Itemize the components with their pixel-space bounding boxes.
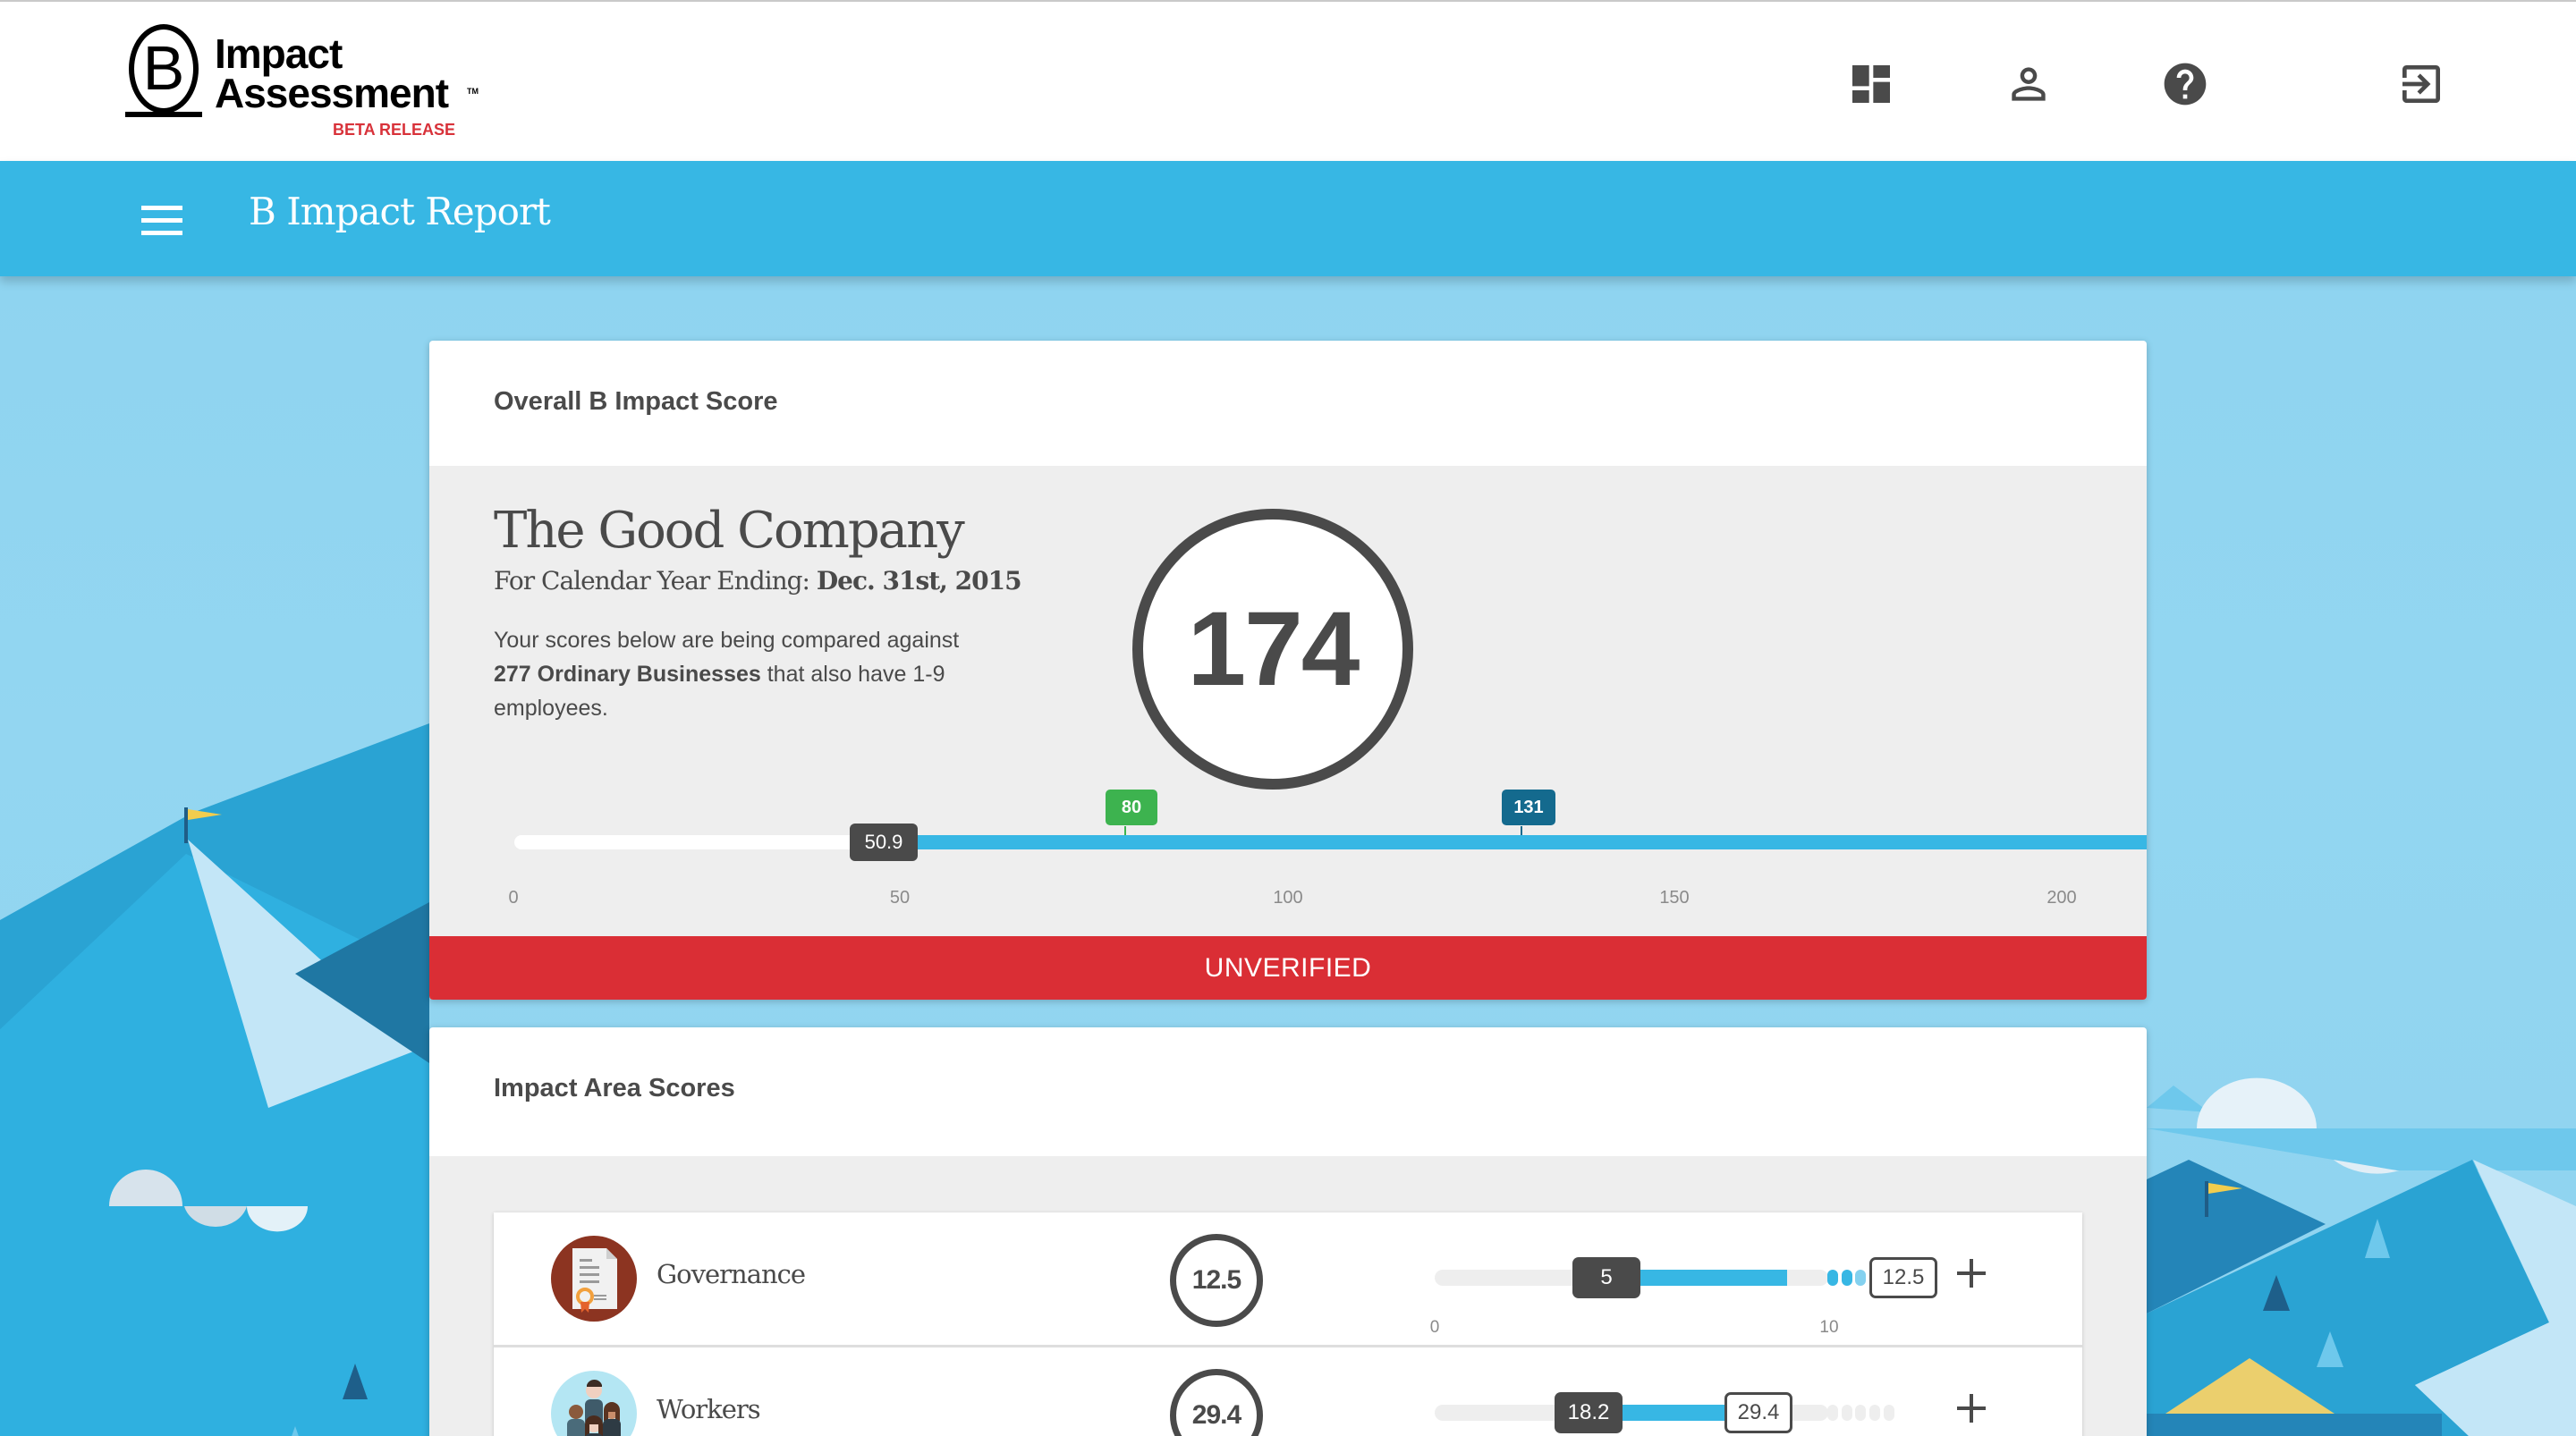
exit-icon bbox=[2402, 65, 2440, 103]
workers-people-icon bbox=[551, 1371, 637, 1436]
company-score-marker[interactable]: 12.5 bbox=[1869, 1257, 1937, 1298]
median-score-marker[interactable]: 5 bbox=[1572, 1257, 1640, 1298]
scale-tick: 150 bbox=[1659, 888, 1690, 908]
overflow-segment bbox=[1855, 1270, 1866, 1286]
year-label: For Calendar Year Ending: bbox=[494, 566, 817, 596]
top-header: B Impact Assessment TM BETA RELEASE bbox=[0, 0, 2576, 161]
hamburger-icon-line bbox=[141, 218, 182, 223]
impact-area-score-circle: 12.5 bbox=[1170, 1234, 1263, 1327]
logo-text-impact: Impact bbox=[215, 30, 343, 77]
logo-underline bbox=[125, 112, 202, 117]
impact-area-scores-card: Impact Area Scores bbox=[429, 1027, 2147, 1436]
impact-area-body: Governance 12.5 5 12.5 0 10 bbox=[429, 1156, 2147, 1436]
compare-prefix: Your scores below are being compared aga… bbox=[494, 628, 960, 653]
overflow-segment bbox=[1842, 1405, 1852, 1421]
expand-governance-button[interactable] bbox=[1953, 1255, 1989, 1291]
overflow-segment bbox=[1842, 1270, 1852, 1286]
comparison-description: Your scores below are being compared aga… bbox=[494, 623, 995, 725]
impact-area-list: Governance 12.5 5 12.5 0 10 bbox=[494, 1212, 2082, 1436]
overflow-segment bbox=[1869, 1405, 1880, 1421]
logo-trademark: TM bbox=[467, 87, 479, 96]
dashboard-button[interactable] bbox=[1846, 59, 1896, 109]
menu-button[interactable] bbox=[141, 206, 182, 236]
company-score-marker[interactable]: 29.4 bbox=[1724, 1392, 1792, 1433]
beta-release-badge: BETA RELEASE bbox=[333, 121, 456, 139]
impact-area-name: Governance bbox=[657, 1259, 806, 1289]
impact-area-range bbox=[1594, 1270, 1787, 1286]
card-title: Impact Area Scores bbox=[494, 1074, 735, 1102]
overall-score-circle: 174 bbox=[1132, 509, 1413, 790]
account-icon bbox=[2012, 67, 2046, 101]
impact-area-name: Workers bbox=[657, 1394, 761, 1424]
compare-group: 277 Ordinary Businesses bbox=[494, 662, 761, 687]
page-title: B Impact Report bbox=[249, 190, 551, 233]
overflow-segment bbox=[1855, 1405, 1866, 1421]
hamburger-icon-line bbox=[141, 231, 182, 235]
expand-workers-button[interactable] bbox=[1953, 1390, 1989, 1426]
threshold-flag-80[interactable]: 80 bbox=[1106, 790, 1157, 825]
flag-stem-green bbox=[1124, 826, 1126, 835]
account-button[interactable] bbox=[2004, 59, 2054, 109]
score-scale-range bbox=[854, 835, 2147, 849]
overflow-segment bbox=[1827, 1270, 1838, 1286]
overflow-segment bbox=[1827, 1405, 1838, 1421]
scale-tick: 0 bbox=[508, 888, 519, 908]
governance-document-icon bbox=[551, 1236, 637, 1322]
overall-score-card: Overall B Impact Score The Good Company … bbox=[429, 341, 2147, 1000]
hamburger-icon bbox=[141, 206, 182, 210]
page-title-bar bbox=[0, 161, 2576, 276]
exit-button[interactable] bbox=[2396, 59, 2446, 109]
overflow-segment bbox=[1884, 1405, 1894, 1421]
help-icon bbox=[2164, 63, 2207, 106]
impact-area-row-workers[interactable]: Workers 29.4 18.2 29.4 bbox=[494, 1347, 2082, 1436]
verification-status-bar: UNVERIFIED bbox=[429, 936, 2147, 1000]
scale-tick: 200 bbox=[2046, 888, 2077, 908]
median-score-marker[interactable]: 50.9 bbox=[850, 824, 918, 861]
overall-score-body: The Good Company For Calendar Year Endin… bbox=[429, 466, 2147, 936]
benchmark-flag-131[interactable]: 131 bbox=[1502, 790, 1555, 825]
dashboard-icon bbox=[1852, 65, 1890, 103]
median-score-marker[interactable]: 18.2 bbox=[1555, 1392, 1623, 1433]
scale-tick: 0 bbox=[1429, 1318, 1440, 1337]
impact-area-score-circle: 29.4 bbox=[1170, 1369, 1263, 1436]
logo-text-assessment: Assessment bbox=[215, 70, 449, 116]
reporting-period: For Calendar Year Ending: Dec. 31st, 201… bbox=[494, 566, 1022, 596]
company-name: The Good Company bbox=[494, 502, 965, 560]
help-button[interactable] bbox=[2160, 59, 2210, 109]
impact-area-row-governance[interactable]: Governance 12.5 5 12.5 0 10 bbox=[494, 1212, 2082, 1347]
flag-stem-blue bbox=[1521, 826, 1522, 835]
scale-tick: 100 bbox=[1273, 888, 1303, 908]
year-value: Dec. 31st, 2015 bbox=[816, 566, 1022, 596]
scale-tick: 10 bbox=[1819, 1318, 1839, 1337]
compare-suffix: that also have 1-9 employees. bbox=[494, 662, 945, 721]
b-corp-logo-mark: B bbox=[129, 24, 199, 114]
mountains-illustration bbox=[0, 723, 2576, 1436]
b-impact-assessment-logo[interactable]: B Impact Assessment TM BETA RELEASE bbox=[125, 24, 483, 145]
card-title: Overall B Impact Score bbox=[494, 387, 778, 416]
scale-tick: 50 bbox=[889, 888, 911, 908]
